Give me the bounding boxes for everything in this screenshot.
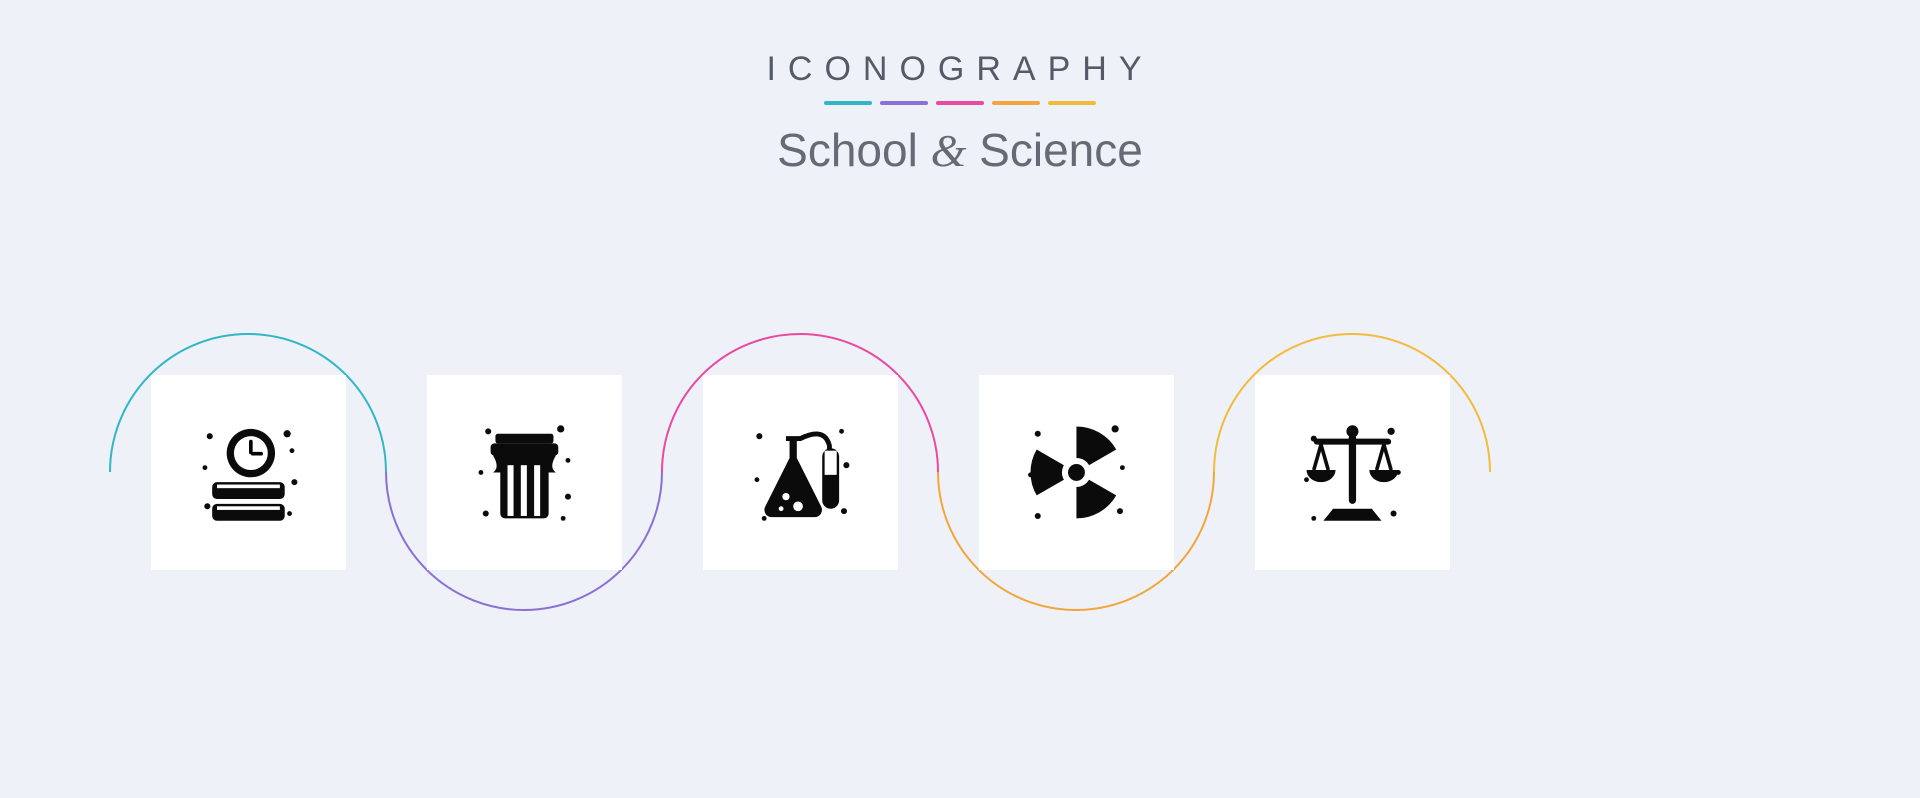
radiation-icon [1016,412,1137,533]
icon-card-5 [1255,375,1450,570]
flask-tube-icon [740,412,861,533]
icon-card-4 [979,375,1174,570]
books-clock-icon [188,412,309,533]
icon-card-3 [703,375,898,570]
column-icon [464,412,585,533]
scales-icon [1292,412,1413,533]
icon-card-1 [151,375,346,570]
icon-card-2 [427,375,622,570]
